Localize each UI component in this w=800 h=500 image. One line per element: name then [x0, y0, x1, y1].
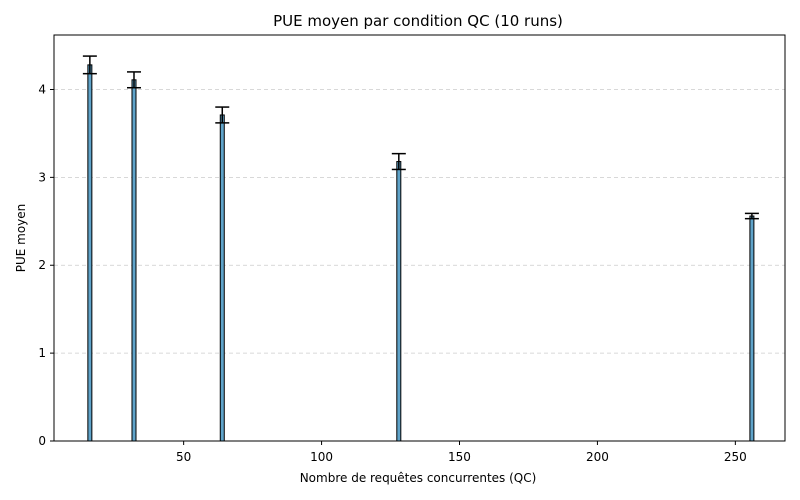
bar-2: [219, 114, 225, 442]
grid-lines: [54, 89, 785, 354]
y-tick-label-4: 4: [38, 82, 46, 96]
y-tick-label-3: 3: [38, 170, 46, 184]
plot-frame: [53, 34, 786, 442]
bar-1: [131, 79, 137, 442]
x-tick-label-4: 250: [724, 450, 747, 464]
chart-title: PUE moyen par condition QC (10 runs): [273, 12, 563, 30]
x-tick-label-3: 200: [586, 450, 609, 464]
y-axis-label: PUE moyen: [14, 204, 28, 273]
x-axis-ticks: 50 100 150 200 250: [176, 441, 747, 464]
bar-0: [87, 64, 93, 442]
bar-3: [396, 161, 402, 442]
y-tick-label-2: 2: [38, 258, 46, 272]
x-axis-label: Nombre de requêtes concurrentes (QC): [300, 471, 537, 485]
y-axis-ticks: 0 1 2 3 4: [38, 82, 54, 448]
error-bars-group: [82, 55, 759, 220]
x-tick-label-2: 150: [448, 450, 471, 464]
y-tick-label-0: 0: [38, 434, 46, 448]
bar-4: [749, 215, 755, 442]
y-tick-label-1: 1: [38, 346, 46, 360]
x-tick-label-1: 100: [310, 450, 333, 464]
bars-group: [87, 64, 755, 442]
x-tick-label-0: 50: [176, 450, 191, 464]
